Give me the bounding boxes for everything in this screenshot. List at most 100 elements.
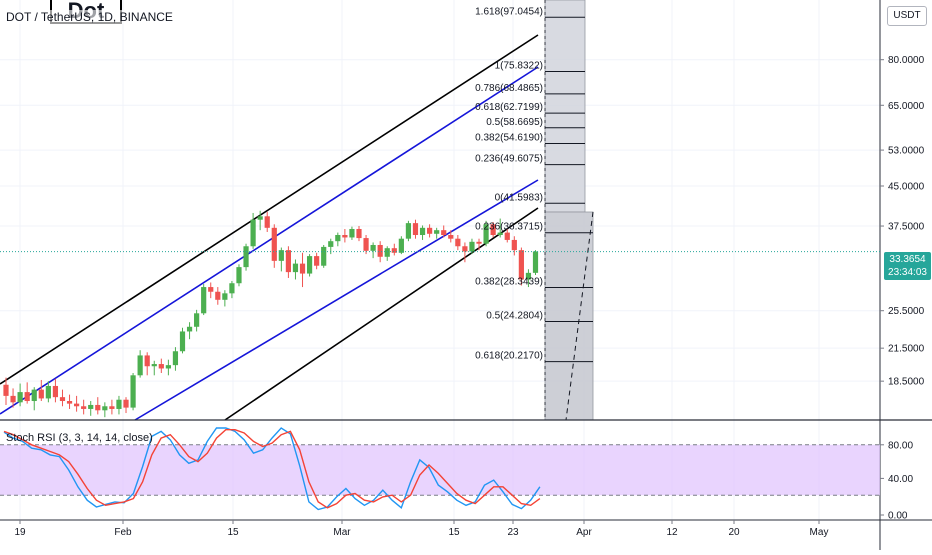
candle — [3, 377, 9, 405]
candle-body — [448, 235, 454, 239]
candle-body — [497, 232, 503, 236]
candle — [377, 241, 383, 263]
candle-body — [66, 401, 73, 404]
candle — [208, 282, 214, 299]
candle-body — [165, 365, 171, 369]
fib-retracement-box — [544, 211, 594, 421]
fib-level-label: 0.236(36.3715) — [475, 222, 543, 233]
candle — [102, 402, 108, 418]
candle-body — [483, 224, 489, 244]
candle-body — [88, 404, 94, 409]
fib-level-ratio: 0.382 — [475, 276, 500, 287]
candle-body — [95, 404, 101, 411]
candle-body — [130, 375, 136, 408]
candle — [179, 327, 186, 354]
fib-extension-levels[interactable]: 1.618(97.0454)1(75.8322)0.786(68.4865)0.… — [475, 6, 585, 204]
fib-level-close-paren: ) — [540, 83, 543, 94]
fib-level-label: 0.382(28.3439) — [475, 276, 543, 287]
candle-body — [52, 385, 59, 398]
candle — [123, 397, 129, 414]
candle — [201, 283, 207, 316]
fib-level-close-paren: ) — [540, 117, 543, 128]
candle-body — [532, 251, 539, 273]
fib-level-label: 0.236(49.6075) — [475, 154, 543, 165]
candle — [391, 243, 397, 256]
candle-body — [405, 223, 412, 239]
fib-level-ratio: 1 — [495, 60, 501, 71]
candle — [144, 352, 150, 376]
fib-level-open-paren: ( — [500, 117, 504, 128]
candle — [518, 247, 524, 286]
price-tick-label: 21.5000 — [888, 344, 925, 355]
fib-level-open-paren: ( — [500, 132, 504, 143]
time-axis-label: Mar — [333, 527, 351, 538]
fib-retracement-levels[interactable]: 0.236(36.3715)0.382(28.3439)0.5(24.2804)… — [475, 222, 593, 363]
fib-level-open-paren: ( — [500, 310, 504, 321]
fib-level-label: 1(75.8322) — [495, 60, 543, 71]
candle-body — [285, 250, 291, 273]
candle — [66, 394, 73, 409]
candle — [250, 212, 256, 249]
fib-level-price: 97.0454 — [504, 6, 541, 17]
price-tick-label: 37.5000 — [888, 222, 925, 233]
candle — [356, 226, 362, 242]
fib-level-open-paren: ( — [500, 222, 504, 233]
time-axis: 19 Feb 15 Mar 15 23 Apr 12 20 May — [14, 520, 828, 538]
fib-level-label: 0.382(54.6190) — [475, 132, 543, 143]
candle-body — [109, 406, 115, 409]
current-price-badge: 33.3654 23:34:03 — [884, 252, 931, 280]
symbol-title: DOT / TetherUS, 1D, BINANCE — [6, 10, 173, 24]
candle-body — [299, 263, 306, 274]
candle-body — [264, 216, 270, 228]
candle-body — [24, 392, 30, 402]
candle-body — [306, 256, 313, 274]
candle-body — [3, 384, 9, 396]
candle-body — [441, 230, 447, 236]
candle-body — [455, 238, 461, 247]
fib-level-close-paren: ) — [540, 351, 543, 362]
stoch-k-line — [3, 427, 541, 511]
fib-level-label: 0.618(20.2170) — [475, 351, 543, 362]
candle — [74, 395, 80, 412]
candle-body — [38, 389, 44, 399]
fib-level-price: 20.2170 — [504, 351, 541, 362]
candle — [412, 219, 419, 239]
candle — [116, 395, 122, 415]
candle-body — [469, 241, 475, 252]
candle — [229, 280, 235, 299]
candle-body — [208, 287, 214, 292]
candle-body — [511, 239, 517, 251]
price-axis-labels: 80.0000 65.0000 53.0000 45.0000 37.5000 25.50… — [880, 10, 925, 388]
fib-level-open-paren: ( — [500, 192, 504, 203]
candle-body — [476, 241, 482, 244]
candle — [497, 218, 503, 238]
candle-body — [398, 238, 404, 253]
trend-channel-lines[interactable] — [0, 34, 539, 421]
candle-body — [123, 399, 129, 408]
fib-level-open-paren: ( — [500, 102, 504, 113]
candle — [81, 399, 87, 415]
candle — [264, 211, 270, 232]
currency-selector[interactable]: USDT — [887, 6, 927, 26]
candle-body — [144, 355, 150, 367]
candle-body — [236, 267, 242, 284]
fib-level-ratio: 0.236 — [475, 154, 500, 165]
current-price-value: 33.3654 — [889, 254, 926, 265]
candle — [504, 228, 510, 243]
fib-level-ratio: 0.618 — [475, 351, 500, 362]
fib-level-price: 41.5983 — [504, 192, 541, 203]
candle-body — [271, 227, 277, 261]
candle — [130, 373, 136, 411]
overbought-oversold-band — [0, 444, 880, 496]
fib-level-price: 75.8322 — [504, 60, 541, 71]
candle — [215, 287, 221, 305]
candle-body — [314, 256, 320, 266]
candle — [158, 358, 164, 374]
candle — [434, 227, 440, 239]
candle-body — [427, 227, 433, 234]
candle-body — [179, 331, 186, 352]
channel-inner-lower-line — [134, 179, 539, 421]
fib-retracement-boxes[interactable] — [544, 0, 594, 421]
